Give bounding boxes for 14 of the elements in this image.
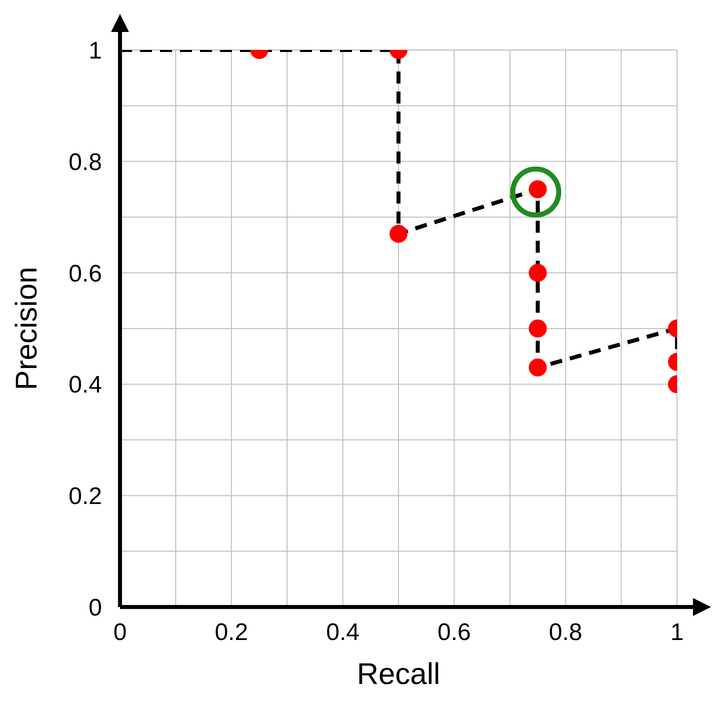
x-tick-label: 0.4 — [326, 619, 360, 646]
x-tick-label: 1 — [670, 619, 684, 646]
y-tick-label: 0.4 — [68, 372, 102, 399]
y-tick-label: 0 — [88, 594, 102, 622]
y-tick-label: 0.2 — [68, 483, 102, 510]
x-tick-label: 0.6 — [438, 619, 471, 646]
x-tick-label: 0 — [113, 619, 127, 646]
y-tick-label: 0.8 — [68, 148, 102, 176]
x-tick-label: 0.2 — [214, 619, 248, 646]
y-tick-label: 1 — [88, 38, 102, 65]
x-tick-label: 0.8 — [548, 619, 582, 646]
y-axis-title: Precision — [10, 266, 44, 390]
x-axis-title: Recall — [356, 658, 440, 691]
y-tick-label: 0.6 — [68, 260, 102, 288]
